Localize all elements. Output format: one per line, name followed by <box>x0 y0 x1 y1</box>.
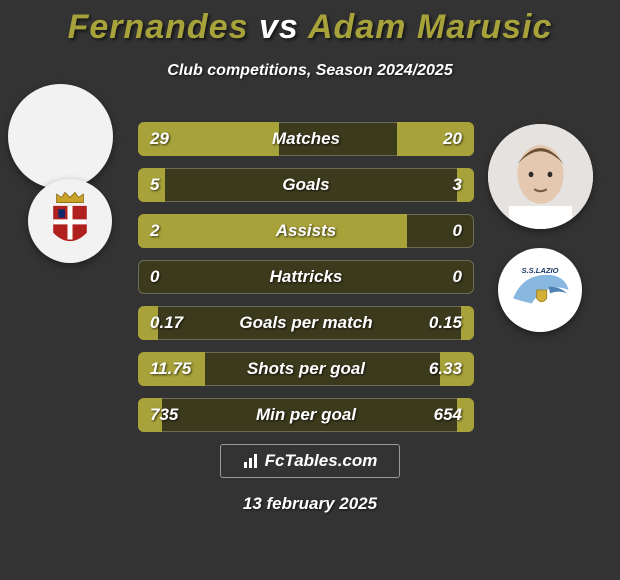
comparison-card: Fernandes vs Adam Marusic Club competitio… <box>0 0 620 580</box>
player1-name: Fernandes <box>68 8 249 46</box>
stat-label: Goals <box>138 175 474 195</box>
vs-word: vs <box>259 8 299 46</box>
stat-row: 11.756.33Shots per goal <box>138 352 474 386</box>
stat-label: Goals per match <box>138 313 474 333</box>
stat-row: 0.170.15Goals per match <box>138 306 474 340</box>
player2-name: Adam Marusic <box>308 8 552 46</box>
stat-row: 735654Min per goal <box>138 398 474 432</box>
watermark: FcTables.com <box>220 444 400 478</box>
chart-bars-icon <box>243 453 261 469</box>
stat-label: Matches <box>138 129 474 149</box>
svg-text:S.S.LAZIO: S.S.LAZIO <box>522 266 559 275</box>
club-crest-right: S.S.LAZIO <box>498 248 582 332</box>
stat-label: Min per goal <box>138 405 474 425</box>
club-crest-left <box>28 179 112 263</box>
stat-row: 53Goals <box>138 168 474 202</box>
date-text: 13 february 2025 <box>0 494 620 514</box>
stat-label: Hattricks <box>138 267 474 287</box>
stat-row: 2920Matches <box>138 122 474 156</box>
comparison-title: Fernandes vs Adam Marusic <box>0 8 620 47</box>
stat-label: Shots per goal <box>138 359 474 379</box>
player-portrait-left <box>8 84 113 189</box>
stat-label: Assists <box>138 221 474 241</box>
subtitle: Club competitions, Season 2024/2025 <box>0 62 620 80</box>
stat-bars: 2920Matches 53Goals 20Assists 00Hattricks 0.… <box>138 122 474 444</box>
stat-row: 20Assists <box>138 214 474 248</box>
watermark-text: FcTables.com <box>265 451 378 471</box>
player-portrait-right <box>488 124 593 229</box>
stat-row: 00Hattricks <box>138 260 474 294</box>
